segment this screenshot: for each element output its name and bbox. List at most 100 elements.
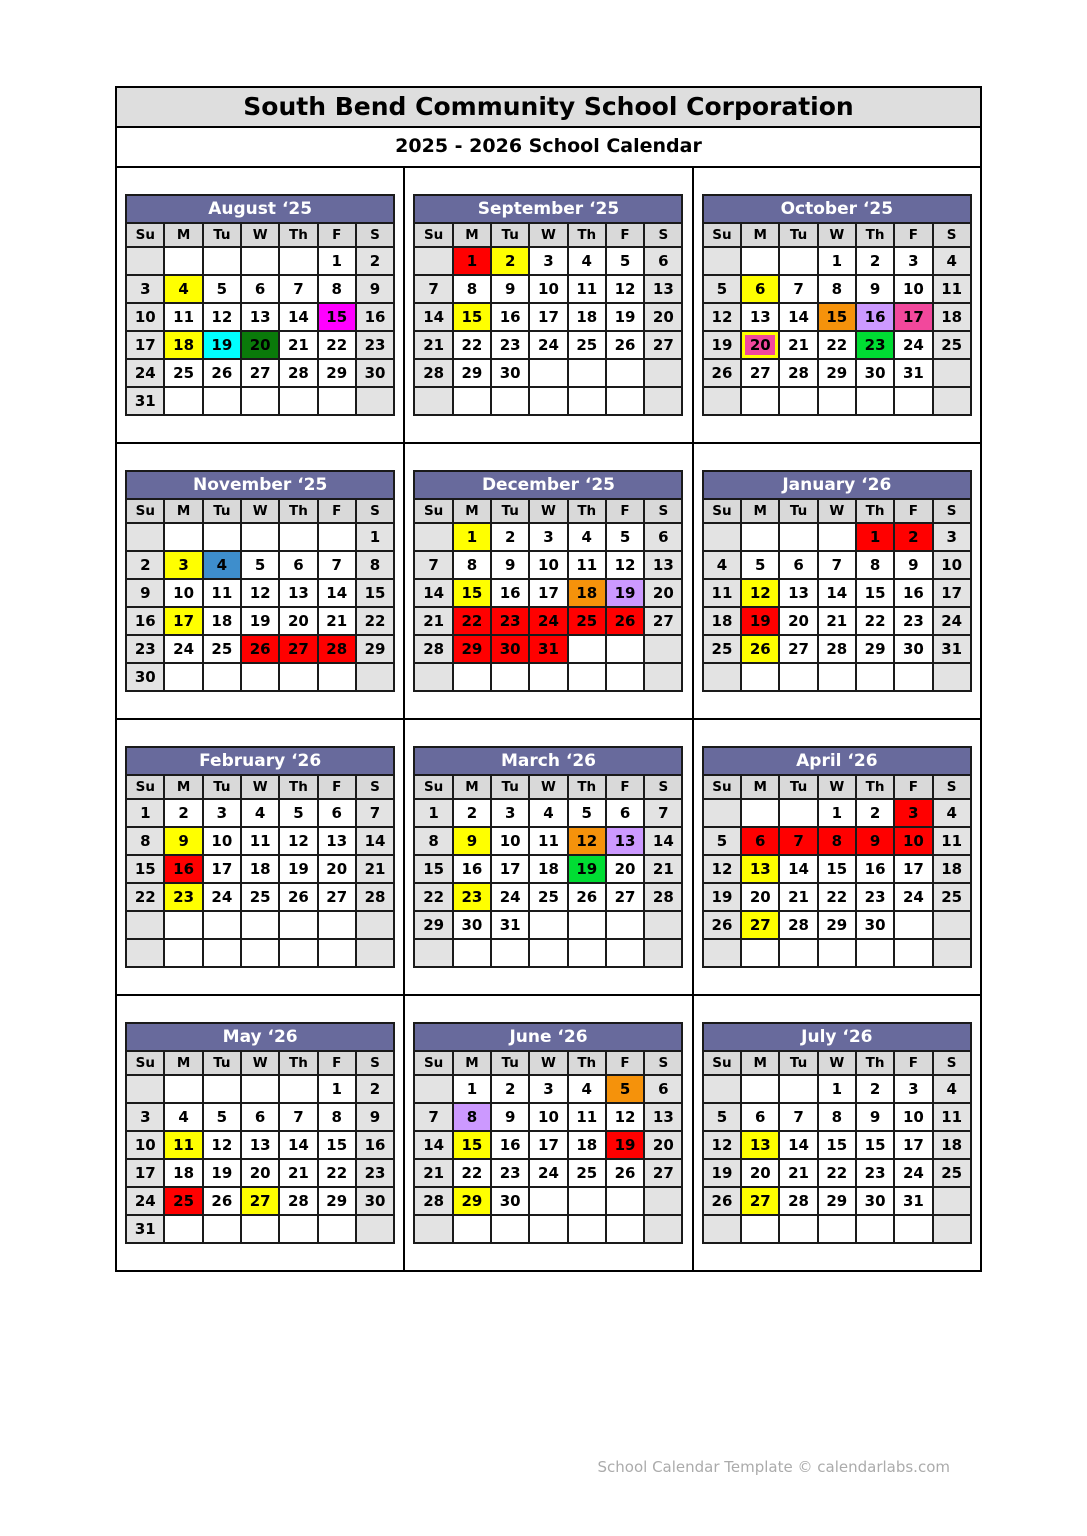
week-row: 19 20 21 22 23 24 25: [701, 1158, 972, 1188]
day-cell: 11: [566, 550, 607, 580]
day-cell: [604, 634, 646, 664]
day-cell: 1: [316, 1074, 357, 1104]
day-cell: 25: [701, 634, 743, 664]
weekday-header: Th: [854, 774, 896, 800]
day-cell: 16: [163, 854, 204, 884]
month-calendar: July ‘26 Su M Tu W Th F S 1 2 3 4 5 6 7 8 9 10 11 12 13 14 15 1…: [701, 1022, 972, 1244]
week-row: 21 22 23 24 25 26 27: [413, 606, 684, 636]
day-cell: 11: [163, 1130, 204, 1160]
day-cell: 29: [816, 358, 857, 388]
day-cell: [740, 386, 781, 416]
day-cell: 3: [125, 274, 166, 304]
day-cell: 19: [701, 882, 743, 912]
day-cell: [239, 1074, 281, 1104]
day-cell: 20: [239, 1158, 281, 1188]
week-row: [701, 386, 972, 416]
month-calendar: October ‘25 Su M Tu W Th F S 1 2 3 4 5 6 7 8 9 10 11 12 13 14…: [701, 194, 972, 416]
day-cell: 21: [413, 606, 454, 636]
week-row: 9 10 11 12 13 14 15: [125, 578, 396, 608]
day-cell: 7: [816, 550, 857, 580]
day-cell: 20: [778, 606, 819, 636]
day-cell: 26: [701, 910, 743, 940]
day-cell: 28: [316, 634, 357, 664]
weekday-header: Su: [125, 498, 166, 524]
month-title: February ‘26: [125, 746, 396, 774]
week-row: 5 6 7 8 9 10 11: [701, 826, 972, 856]
day-cell: 20: [740, 1158, 781, 1188]
day-cell: [201, 1214, 243, 1244]
day-cell: 1: [354, 522, 396, 552]
day-cell: 26: [701, 1186, 743, 1216]
weekday-header: S: [931, 774, 972, 800]
month-title: May ‘26: [125, 1022, 396, 1050]
weekday-header: Tu: [201, 1050, 243, 1076]
day-cell: 20: [643, 1130, 684, 1160]
day-cell: [778, 386, 819, 416]
day-cell: 4: [163, 1102, 204, 1132]
day-cell: [490, 1214, 531, 1244]
day-cell: 7: [643, 798, 684, 828]
day-cell: [201, 386, 243, 416]
day-cell: 27: [643, 606, 684, 636]
day-cell: 13: [239, 1130, 281, 1160]
month-calendar: December ‘25 Su M Tu W Th F S 1 2 3 4 5 6 7 8 9 10 11 12 13 1…: [413, 470, 684, 692]
day-cell: 31: [893, 358, 934, 388]
day-cell: 14: [643, 826, 684, 856]
day-cell: 29: [354, 634, 396, 664]
day-cell: [893, 910, 934, 940]
day-cell: 23: [125, 634, 166, 664]
week-row: 7 8 9 10 11 12 13: [413, 274, 684, 304]
week-row: 26 27 28 29 30: [701, 910, 972, 940]
day-cell: 11: [931, 274, 972, 304]
day-cell: 21: [643, 854, 684, 884]
day-cell: 15: [316, 1130, 357, 1160]
day-cell: [931, 910, 972, 940]
weekday-header: F: [604, 498, 646, 524]
day-cell: 20: [740, 330, 781, 360]
page-title: South Bend Community School Corporation: [115, 86, 982, 128]
day-cell: 10: [125, 1130, 166, 1160]
day-cell: 5: [566, 798, 607, 828]
day-cell: 10: [528, 274, 569, 304]
week-row: 12 13 14 15 15 17 18: [701, 1130, 972, 1160]
months-grid: August ‘25 Su M Tu W Th F S 1 2 3 4 5 6 7 8 9 10 11 12 13 14 1…: [115, 168, 982, 1272]
day-cell: 17: [893, 302, 934, 332]
day-cell: 19: [566, 854, 607, 884]
day-cell: 6: [278, 550, 319, 580]
day-cell: 20: [740, 882, 781, 912]
day-cell: 12: [701, 302, 743, 332]
day-cell: [239, 386, 281, 416]
day-cell: [701, 798, 743, 828]
day-cell: 26: [239, 634, 281, 664]
month-grid: Su M Tu W Th F S 1 2 3 4 5 6 7 8 9 10 11 12 13 14 15 16 17 18 19 2…: [125, 1050, 396, 1244]
day-cell: [239, 522, 281, 552]
day-cell: 26: [201, 1186, 243, 1216]
day-cell: [604, 662, 646, 692]
weekday-header: M: [740, 222, 781, 248]
day-cell: [778, 522, 819, 552]
day-cell: [413, 522, 454, 552]
week-row: [413, 938, 684, 968]
day-cell: [566, 634, 607, 664]
day-cell: 1: [451, 246, 493, 276]
weekday-header: Tu: [778, 774, 819, 800]
day-cell: 22: [451, 1158, 493, 1188]
day-cell: [701, 662, 743, 692]
day-cell: 23: [854, 330, 896, 360]
month-title: April ‘26: [701, 746, 972, 774]
day-cell: 28: [778, 910, 819, 940]
weekday-header: S: [354, 222, 396, 248]
weekday-header: Th: [854, 1050, 896, 1076]
weekday-header-row: Su M Tu W Th F S: [125, 774, 396, 800]
day-cell: [201, 910, 243, 940]
weekday-header-row: Su M Tu W Th F S: [413, 498, 684, 524]
weekday-header: S: [931, 1050, 972, 1076]
month-title: June ‘26: [413, 1022, 684, 1050]
day-cell: 8: [854, 550, 896, 580]
day-cell: 22: [316, 1158, 357, 1188]
day-cell: 13: [316, 826, 357, 856]
day-cell: [566, 386, 607, 416]
